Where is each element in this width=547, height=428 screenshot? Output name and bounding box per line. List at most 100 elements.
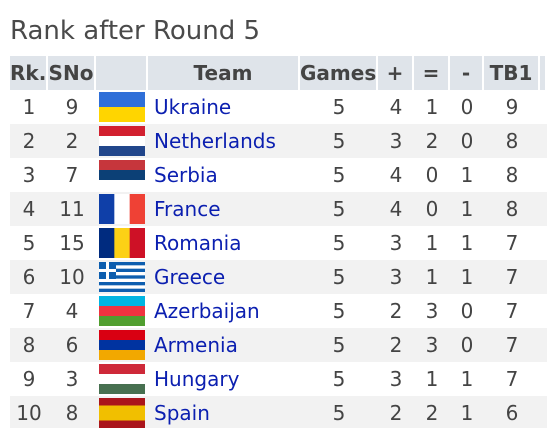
cell-value: 9 — [65, 95, 79, 119]
header-cell: Team — [148, 56, 300, 90]
cell-value: 11 — [59, 197, 85, 221]
team-link[interactable]: Spain — [154, 401, 210, 425]
cell-value: 1 — [460, 163, 474, 187]
cell-value: 7 — [505, 367, 519, 391]
flag-icon — [99, 92, 145, 122]
cell-value: 1 — [460, 367, 474, 391]
cell-value: 1 — [460, 231, 474, 255]
cell-value: 0 — [460, 299, 474, 323]
cell-value: 3 — [425, 333, 439, 357]
cell-value: 6 — [505, 401, 519, 425]
flag-icon — [99, 126, 145, 156]
flag-icon — [99, 194, 145, 224]
team-link[interactable]: Ukraine — [154, 95, 232, 119]
cell-value: 10 — [59, 265, 85, 289]
team-link[interactable]: Netherlands — [154, 129, 276, 153]
cell-value: 8 — [65, 401, 79, 425]
cell-value: 1 — [460, 401, 474, 425]
cell-value: 9 — [505, 95, 519, 119]
team-link[interactable]: Azerbaijan — [154, 299, 260, 323]
cell-value: 7 — [22, 299, 36, 323]
cell-value: 15 — [59, 231, 85, 255]
cell-value: 10 — [16, 401, 42, 425]
header-cell — [96, 56, 148, 90]
cell-value: 6 — [22, 265, 36, 289]
cell-value: 7 — [65, 163, 79, 187]
cell-value: 5 — [332, 163, 346, 187]
header-cell — [540, 56, 547, 90]
cell-value: 4 — [22, 197, 36, 221]
team-link[interactable]: France — [154, 197, 221, 221]
cell-value: 2 — [65, 129, 79, 153]
flag-icon — [99, 398, 145, 428]
cell-value: 5 — [332, 197, 346, 221]
flag-icon — [99, 228, 145, 258]
flag-icon — [99, 160, 145, 190]
cell-value: 4 — [65, 299, 79, 323]
flag-icon — [99, 296, 145, 326]
cell-value: 2 — [389, 333, 403, 357]
team-link[interactable]: Armenia — [154, 333, 238, 357]
cell-value: 4 — [389, 197, 403, 221]
cell-value: 7 — [505, 333, 519, 357]
cell-value: 2 — [425, 129, 439, 153]
cell-value: 9 — [22, 367, 36, 391]
header-cell: - — [450, 56, 484, 90]
cell-value: 4 — [389, 95, 403, 119]
flag-icon — [99, 262, 145, 292]
cell-value: 1 — [425, 367, 439, 391]
title: Rank after Round 5 — [10, 16, 261, 46]
header-cell: Games — [300, 56, 378, 90]
header-cell: SNo — [48, 56, 96, 90]
header-cell: = — [414, 56, 450, 90]
cell-value: 0 — [425, 197, 439, 221]
cell-value: 1 — [460, 265, 474, 289]
cell-value: 2 — [425, 401, 439, 425]
cell-value: 5 — [332, 299, 346, 323]
flag-icon — [99, 364, 145, 394]
cell-value: 5 — [332, 367, 346, 391]
cell-value: 1 — [425, 265, 439, 289]
header-cell: TB1 — [484, 56, 540, 90]
header-cell: + — [378, 56, 414, 90]
cell-value: 7 — [505, 231, 519, 255]
cell-value: 0 — [460, 129, 474, 153]
cell-value: 3 — [389, 129, 403, 153]
cell-value: 1 — [425, 231, 439, 255]
cell-value: 5 — [332, 333, 346, 357]
header-cell: Rk. — [10, 56, 48, 90]
cell-value: 5 — [332, 231, 346, 255]
cell-value: 6 — [65, 333, 79, 357]
cell-value: 5 — [22, 231, 36, 255]
cell-value: 5 — [332, 129, 346, 153]
flag-icon — [99, 330, 145, 360]
cell-value: 5 — [332, 265, 346, 289]
cell-value: 2 — [389, 401, 403, 425]
team-link[interactable]: Romania — [154, 231, 242, 255]
cell-value: 4 — [389, 163, 403, 187]
cell-value: 3 — [425, 299, 439, 323]
cell-value: 2 — [389, 299, 403, 323]
cell-value: 0 — [460, 95, 474, 119]
cell-value: 0 — [425, 163, 439, 187]
cell-value: 8 — [505, 129, 519, 153]
cell-value: 3 — [389, 367, 403, 391]
cell-value: 5 — [332, 401, 346, 425]
team-link[interactable]: Serbia — [154, 163, 218, 187]
cell-value: 3 — [65, 367, 79, 391]
cell-value: 2 — [22, 129, 36, 153]
cell-value: 1 — [460, 197, 474, 221]
cell-value: 8 — [22, 333, 36, 357]
cell-value: 1 — [425, 95, 439, 119]
cell-value: 8 — [505, 197, 519, 221]
cell-value: 7 — [505, 299, 519, 323]
cell-value: 3 — [389, 231, 403, 255]
cell-value: 5 — [332, 95, 346, 119]
cell-value: 3 — [22, 163, 36, 187]
team-link[interactable]: Greece — [154, 265, 226, 289]
team-link[interactable]: Hungary — [154, 367, 240, 391]
cell-value: 7 — [505, 265, 519, 289]
cell-value: 1 — [22, 95, 36, 119]
cell-value: 3 — [389, 265, 403, 289]
